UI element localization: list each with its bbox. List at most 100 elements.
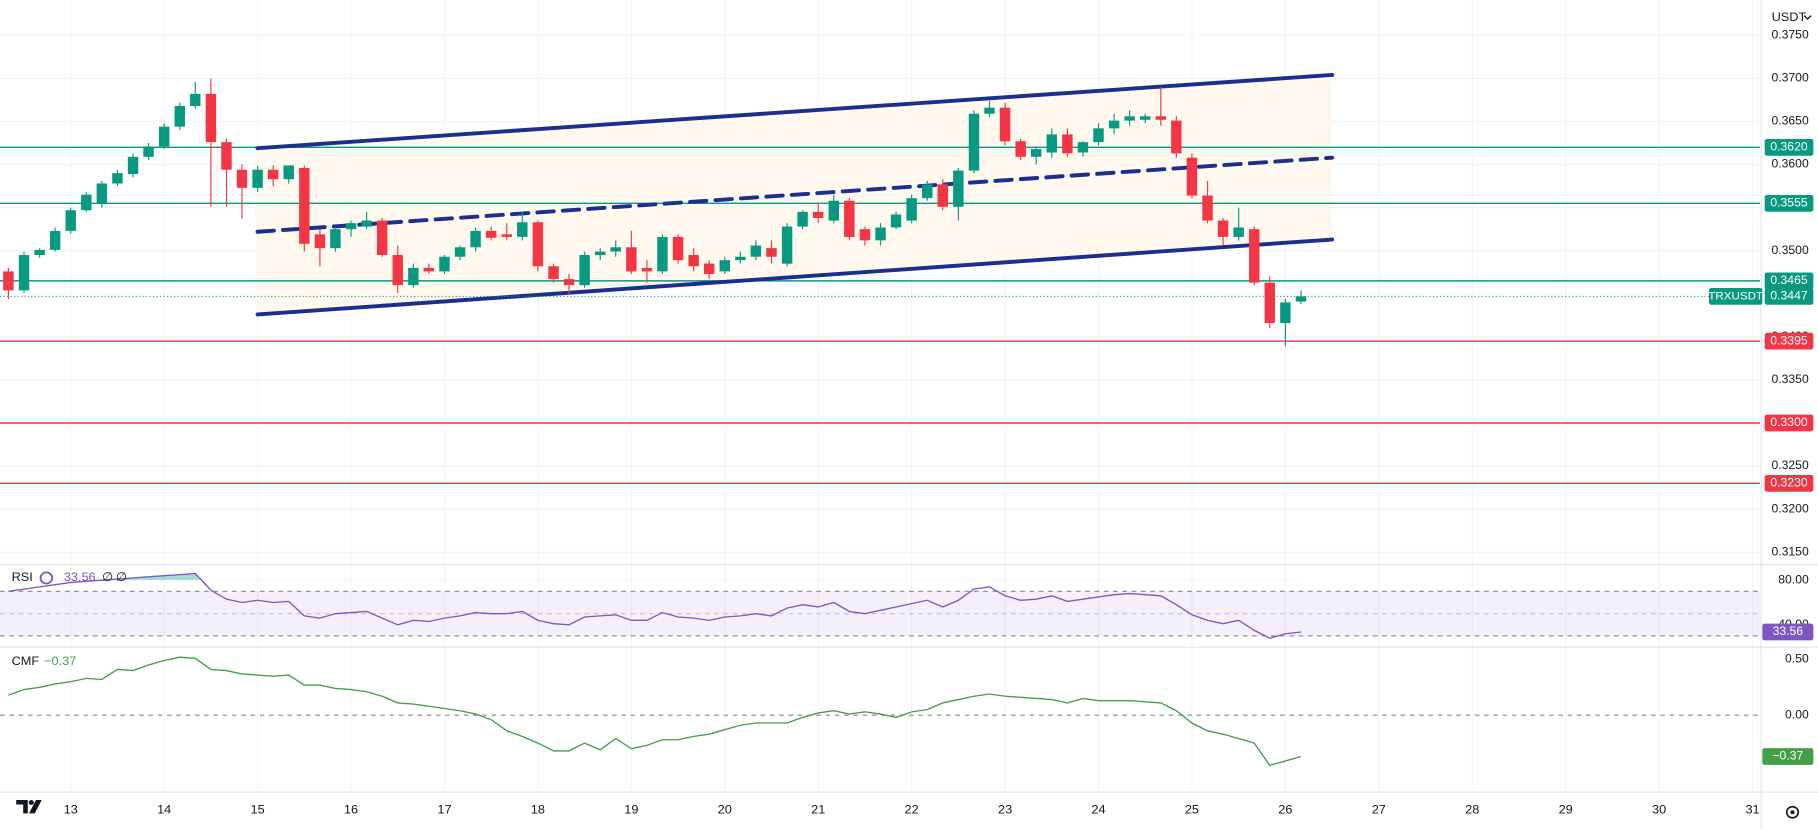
candle-body	[267, 169, 279, 180]
gear-icon[interactable]	[1785, 805, 1800, 819]
candle-body	[112, 173, 123, 184]
candle-body	[330, 229, 341, 249]
candle-body	[1280, 302, 1291, 324]
candle-body	[1015, 141, 1026, 157]
candle-body	[579, 255, 590, 286]
candle-body	[766, 248, 777, 257]
y-tick-label: 0.3200	[1772, 501, 1810, 515]
rsi-title: RSI	[12, 570, 33, 584]
x-tick-label: 30	[1652, 802, 1666, 816]
x-tick-label: 29	[1559, 802, 1573, 816]
candle-body	[657, 236, 668, 272]
last-price-box	[1764, 288, 1814, 305]
candle-body	[1030, 149, 1042, 157]
candle-body	[641, 267, 653, 272]
level-label-box	[1764, 272, 1814, 290]
candle-body	[454, 247, 466, 257]
candle-body	[501, 234, 513, 237]
x-tick-label: 26	[1278, 802, 1292, 816]
candle-body	[65, 210, 76, 231]
trend-line	[255, 237, 1335, 317]
indicator-value-box	[1762, 623, 1814, 641]
x-tick-label: 20	[718, 802, 732, 816]
candle-body	[812, 211, 824, 218]
level-label: 0.3395	[1770, 333, 1808, 347]
x-tick-label: 31	[1745, 802, 1759, 816]
candle-body	[158, 126, 170, 147]
rsi-source-icon[interactable]	[39, 571, 54, 585]
indicator-value-label: 33.56	[1773, 624, 1804, 638]
candle-body	[439, 256, 450, 272]
candle-body	[423, 267, 435, 272]
x-tick-label: 15	[251, 802, 265, 816]
indicator-value-box	[1762, 748, 1814, 765]
candle-body	[984, 107, 995, 114]
candle-body	[96, 183, 108, 204]
candle-body	[18, 255, 30, 291]
candle-body	[532, 222, 544, 267]
icon-ring[interactable]	[39, 571, 54, 585]
candle-body	[999, 107, 1011, 142]
candle-body	[1155, 116, 1167, 120]
level-label: 0.3555	[1770, 196, 1808, 210]
candle-body	[345, 223, 357, 230]
x-tick-label: 28	[1465, 802, 1479, 816]
candle-body	[81, 194, 92, 211]
candle-body	[1140, 116, 1151, 120]
chevron-icon[interactable]	[1803, 15, 1812, 20]
symbol-label: TRXUSDT	[1708, 290, 1763, 302]
candle-body	[844, 200, 855, 237]
last-price-label: 0.3447	[1770, 289, 1808, 303]
candle-body	[703, 263, 715, 274]
candle-body	[1264, 282, 1275, 324]
candle-body	[750, 245, 762, 257]
candle-body	[376, 220, 388, 256]
currency-selector[interactable]: USDT	[1772, 10, 1812, 24]
rsi-extra: ∅	[116, 570, 127, 584]
x-tick-label: 23	[998, 802, 1012, 816]
candle-body	[828, 200, 840, 221]
rsi-value: 33.56	[64, 570, 96, 584]
candle-body	[563, 279, 575, 286]
trend-line	[255, 155, 1335, 234]
indicator-value-label: −0.37	[1772, 749, 1803, 763]
candle-body	[906, 198, 917, 221]
candle-body	[3, 271, 14, 291]
candle-body	[408, 267, 419, 286]
candle-body	[174, 105, 185, 127]
y-tick-label: 0.3500	[1772, 243, 1810, 257]
candle-body	[517, 222, 528, 237]
y-tick-label: 0.00	[1785, 708, 1809, 722]
candle-body	[127, 156, 139, 175]
level-label: 0.3620	[1770, 140, 1808, 154]
candle-body	[392, 255, 403, 286]
x-tick-label: 22	[905, 802, 919, 816]
cmf-value: −0.37	[44, 654, 76, 668]
gear-center[interactable]	[1790, 810, 1795, 815]
candle-body	[236, 169, 248, 188]
candle-body	[1062, 134, 1073, 154]
y-tick-label: 0.3150	[1772, 545, 1810, 559]
candle-body	[626, 247, 637, 272]
candle-body	[205, 93, 217, 143]
logo-shape[interactable]	[16, 799, 42, 814]
candle-body	[890, 214, 902, 228]
rsi-extra: ∅	[102, 570, 113, 584]
y-tick-label: 0.3600	[1772, 157, 1810, 171]
candle-body	[1217, 220, 1229, 237]
level-label-box	[1764, 332, 1814, 350]
candle-body	[34, 249, 45, 256]
x-tick-label: 21	[811, 802, 825, 816]
candle-body	[361, 220, 372, 227]
settings-button[interactable]	[1785, 805, 1800, 819]
candle-body	[190, 93, 201, 106]
trend-line	[255, 73, 1335, 151]
candle-body	[1093, 128, 1104, 143]
candle-body	[735, 256, 746, 261]
currency-label[interactable]: USDT	[1772, 10, 1807, 24]
rsi-band	[0, 591, 1761, 636]
x-tick-label: 24	[1091, 802, 1105, 816]
tradingview-logo[interactable]	[16, 799, 42, 814]
y-tick-label: 0.3700	[1772, 71, 1810, 85]
